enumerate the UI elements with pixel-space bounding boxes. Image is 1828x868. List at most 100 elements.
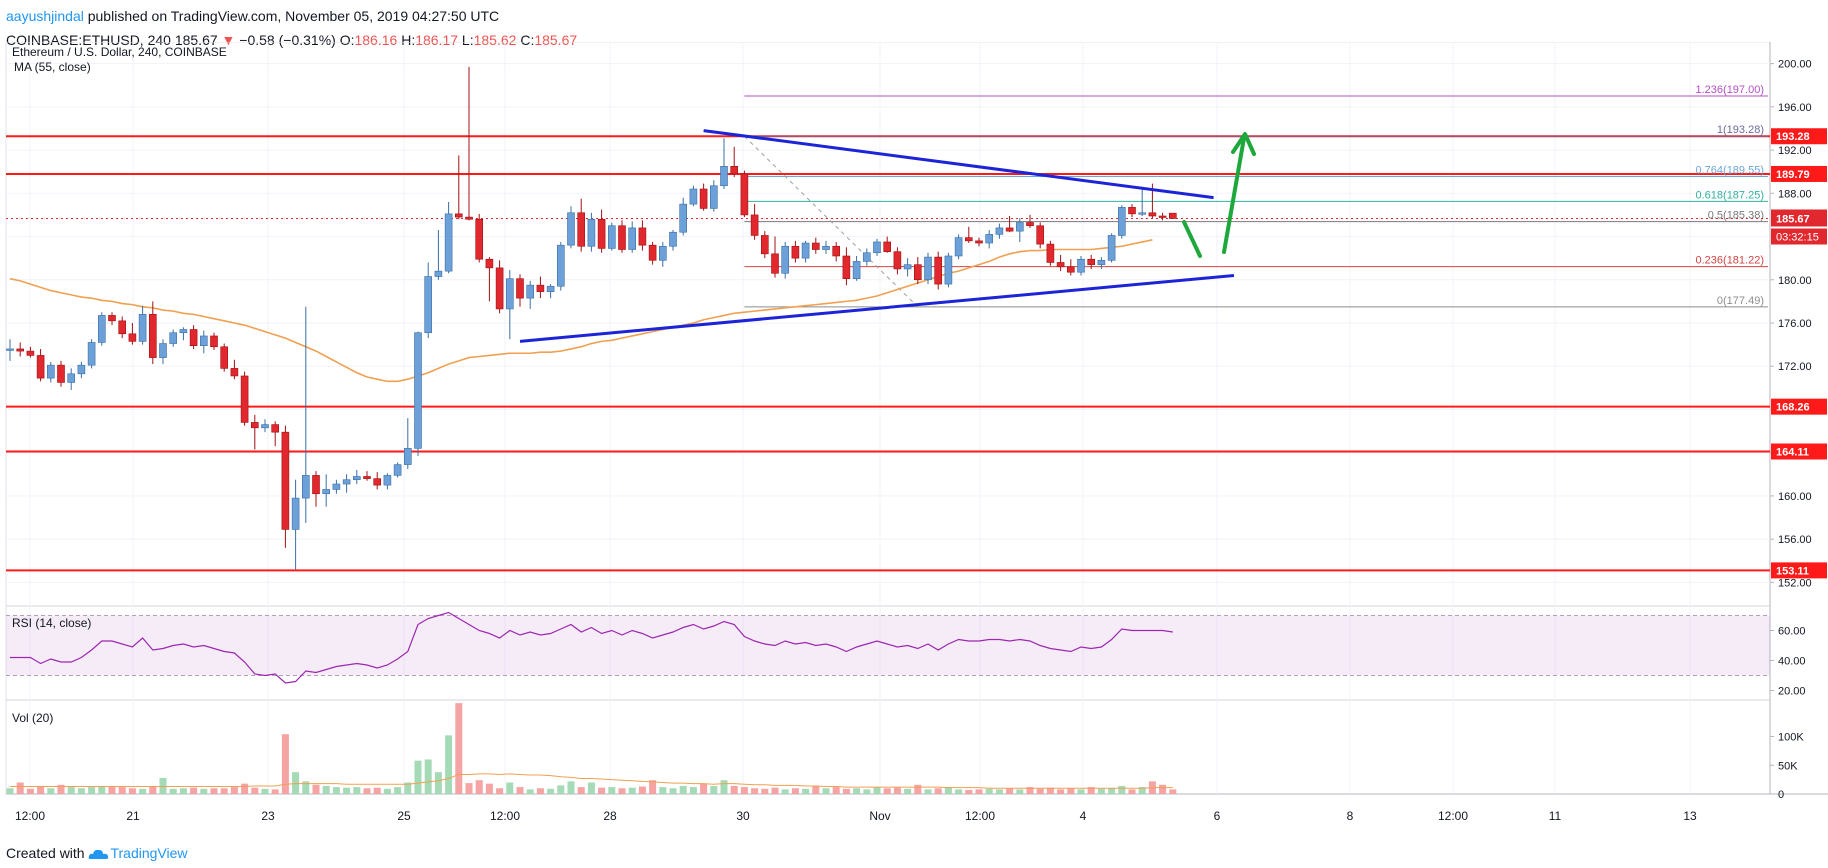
candle-body [1118, 207, 1126, 236]
level-price-label: 168.26 [1776, 402, 1810, 414]
volume-bar [659, 787, 667, 794]
candle-body [271, 424, 280, 433]
candle-body [495, 267, 504, 310]
author-link[interactable]: aayushjindal [6, 8, 84, 24]
tradingview-brand-link[interactable]: TradingView [110, 845, 188, 861]
candle-body [781, 245, 790, 274]
countdown-tag [1771, 228, 1827, 245]
vol-tick-label: 0 [1778, 789, 1784, 801]
x-tick-label: 11 [1549, 809, 1562, 823]
volume-bar [1087, 787, 1095, 794]
candle-body [87, 342, 96, 366]
volume-bar [526, 789, 534, 794]
candle-body [312, 475, 320, 495]
volume-bar [669, 788, 677, 794]
volume-ma-line [10, 773, 1173, 789]
candle-body [740, 173, 749, 216]
volume-title: Vol (20) [12, 711, 53, 725]
candle-body [189, 329, 198, 346]
x-tick-label: 6 [1214, 809, 1221, 823]
candle-body [526, 284, 535, 299]
candle-body [240, 375, 249, 423]
chart-title: Ethereum / U.S. Dollar, 240, COINBASE [12, 45, 227, 59]
volume-bar [873, 787, 881, 794]
volume-bar [1026, 787, 1034, 794]
volume-bar [506, 782, 514, 794]
candle-body [638, 227, 647, 246]
candle-body [281, 431, 290, 530]
volume-bar [1169, 789, 1177, 794]
volume-bar [781, 789, 789, 794]
volume-bar [169, 788, 177, 794]
volume-bar [700, 783, 708, 794]
candle-body [16, 348, 25, 352]
volume-bar [577, 787, 585, 794]
candle-body [516, 278, 524, 299]
candle-body [414, 332, 422, 449]
candle-body [975, 240, 983, 244]
candle-body [403, 448, 412, 465]
candle-body [291, 497, 300, 530]
y-tick-label: 200.00 [1778, 59, 1812, 71]
volume-bar [771, 787, 779, 794]
chart-canvas[interactable]: 12:00 21 23 25 12:00 28 30 Nov 12:00 4 6 8 12:00 11 13… [0, 42, 1828, 840]
low-value: 185.62 [473, 32, 517, 48]
candle-body [822, 245, 830, 250]
x-tick-label: 30 [736, 809, 750, 823]
volume-bar [924, 789, 932, 794]
candle-body [842, 255, 851, 279]
rsi-band [6, 615, 1770, 676]
rsi-tick-label: 20.00 [1778, 686, 1806, 698]
candle-body [179, 329, 188, 334]
candle-body [1148, 212, 1157, 217]
volume-bar [394, 787, 402, 794]
candle-body [893, 251, 902, 270]
ma-55-line [9, 238, 1153, 383]
volume-bar [934, 788, 942, 794]
candle-body [98, 315, 106, 343]
x-tick-label: 12:00 [490, 809, 520, 823]
volume-bar [353, 787, 361, 794]
price-change: −0.58 (−0.31%) [239, 32, 336, 48]
candle-body [342, 479, 351, 485]
y-tick-label: 196.00 [1778, 102, 1812, 114]
candle-body [1046, 243, 1055, 263]
volume-bar [108, 786, 116, 794]
candle-body [210, 335, 218, 348]
x-tick-label: 12:00 [15, 809, 45, 823]
volume-bar [975, 789, 983, 794]
level-price-tag [1771, 562, 1827, 579]
candle-body [46, 364, 55, 379]
volume-bar [536, 788, 544, 794]
volume-bar [679, 785, 687, 794]
volume-bar [220, 788, 228, 794]
volume-bar [1077, 789, 1085, 794]
candle-body [1169, 212, 1177, 219]
candle-body [261, 424, 269, 429]
volume-bar [842, 788, 850, 794]
current-price-tag [1771, 209, 1827, 227]
volume-bar [302, 781, 310, 794]
x-tick-label: 21 [126, 809, 140, 823]
candle-body [587, 218, 596, 247]
volume-bar [230, 787, 238, 794]
x-tick-label: Nov [869, 809, 890, 823]
volume-bar [1128, 789, 1136, 794]
volume-bar [373, 787, 381, 794]
volume-bar [812, 785, 820, 794]
level-price-label: 189.79 [1776, 169, 1810, 181]
volume-bar [618, 788, 626, 794]
candle-body [536, 284, 545, 292]
symbol-line: COINBASE:ETHUSD, 240 [6, 32, 171, 48]
level-price-tag [1771, 128, 1827, 145]
volume-bar [445, 735, 453, 794]
candle-body [658, 245, 667, 261]
volume-bar [424, 759, 432, 794]
x-tick-label: 12:00 [965, 809, 995, 823]
volume-bar [730, 785, 738, 794]
x-tick-label: 12:00 [1438, 809, 1468, 823]
volume-bar [863, 789, 871, 794]
candle-body [730, 165, 739, 175]
volume-bar [414, 760, 422, 794]
volume-bar [802, 788, 810, 794]
